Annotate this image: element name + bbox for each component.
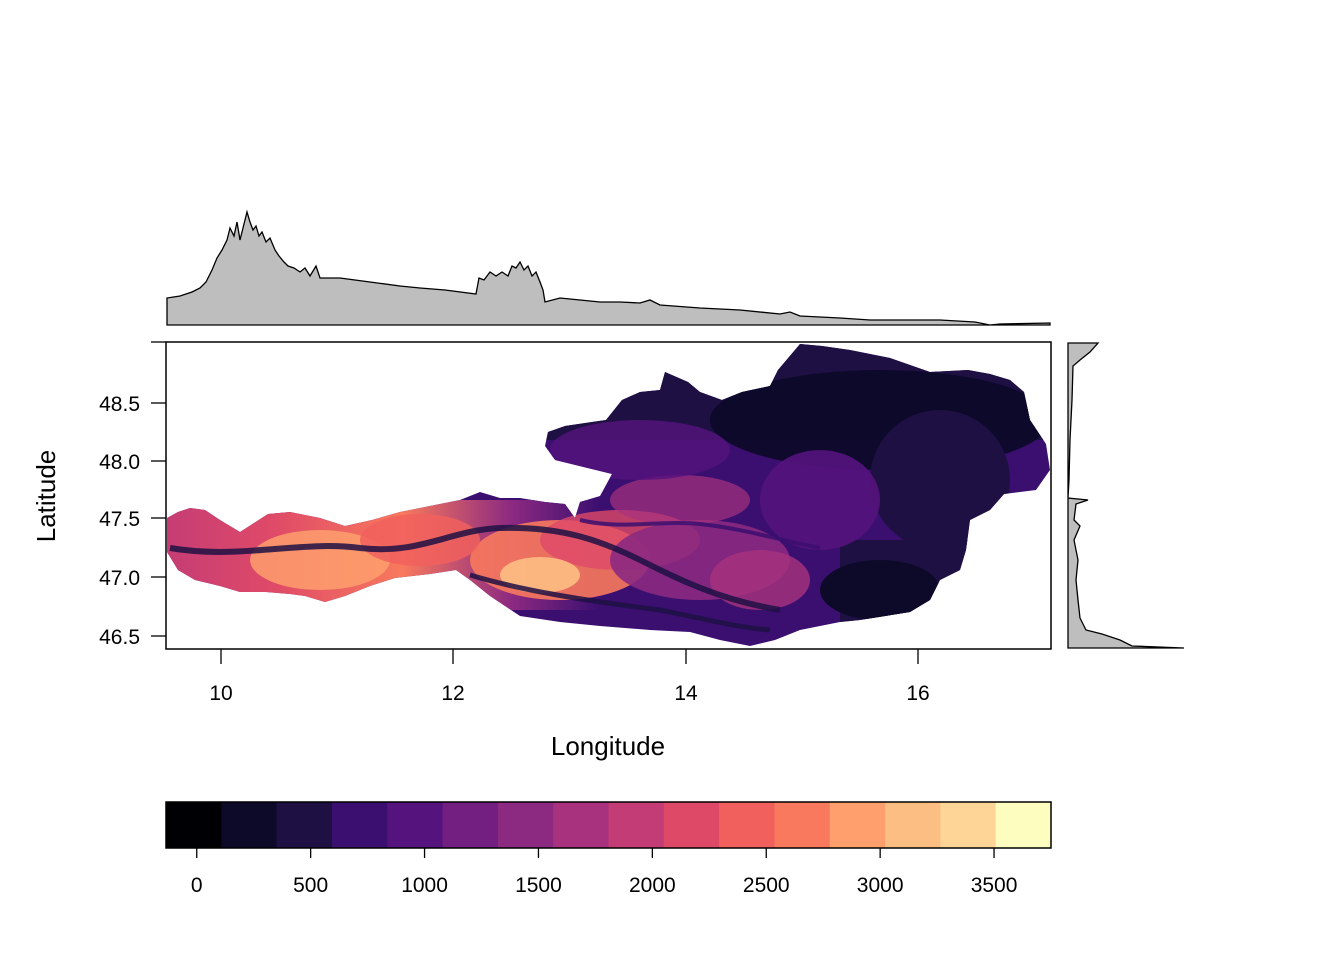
colorbar-swatch	[608, 802, 665, 848]
colorbar-swatch	[331, 802, 388, 848]
colorbar-swatch	[497, 802, 554, 848]
y-tick-label: 48.0	[99, 451, 140, 474]
colorbar-tick-label: 500	[293, 874, 328, 897]
colorbar-swatch	[442, 802, 499, 848]
y-tick-label: 47.0	[99, 567, 140, 590]
colorbar-tick-label: 1000	[401, 874, 448, 897]
right-marginal-profile	[1067, 342, 1185, 649]
colorbar-swatch	[995, 802, 1052, 848]
colorbar-swatch	[387, 802, 444, 848]
top-profile-area	[166, 209, 1051, 326]
map-panel: 48.5 48.0 47.5 47.0 46.5 10 12 14 16 Lon…	[31, 341, 1052, 761]
y-axis	[151, 341, 166, 637]
y-tick-label: 47.5	[99, 508, 140, 531]
y-tick-label: 48.5	[99, 393, 140, 416]
right-profile-area	[1067, 342, 1185, 649]
colorbar-swatch	[553, 802, 609, 848]
colorbar-tick-label: 2500	[743, 874, 790, 897]
colorbar-swatch	[885, 802, 941, 848]
x-tick-label: 16	[906, 682, 929, 705]
colorbar-swatch	[663, 802, 720, 848]
y-tick-label: 46.5	[99, 626, 140, 649]
x-axis	[220, 649, 919, 664]
x-tick-label: 14	[674, 682, 698, 705]
colorbar-swatch	[829, 802, 886, 848]
colorbar-tick-label: 3500	[971, 874, 1018, 897]
colorbar-swatch	[166, 802, 222, 848]
colorbar-tick-label: 0	[191, 874, 203, 897]
y-axis-label: Latitude	[31, 450, 61, 543]
top-marginal-profile	[166, 209, 1051, 326]
colorbar-swatch	[774, 802, 831, 848]
colorbar-tick-label: 2000	[629, 874, 676, 897]
colorbar-frame	[165, 801, 1052, 849]
x-axis-label: Longitude	[551, 731, 665, 761]
x-tick-label: 12	[441, 682, 464, 705]
colorbar-swatch	[221, 802, 278, 848]
x-tick-label: 10	[209, 682, 232, 705]
elevation-raster	[167, 344, 1050, 646]
colorbar-swatch	[719, 802, 775, 848]
colorbar-legend: 0 500 1000 1500 2000 2500 3000 3500	[165, 801, 1052, 897]
colorbar-tick-label: 3000	[857, 874, 904, 897]
colorbar-swatch	[940, 802, 997, 848]
colorbar-ticks: 0 500 1000 1500 2000 2500 3000 3500	[191, 848, 1018, 897]
colorbar-swatch	[276, 802, 333, 848]
colorbar-swatches	[166, 802, 1052, 848]
colorbar-tick-label: 1500	[515, 874, 562, 897]
map-frame	[165, 341, 1052, 650]
